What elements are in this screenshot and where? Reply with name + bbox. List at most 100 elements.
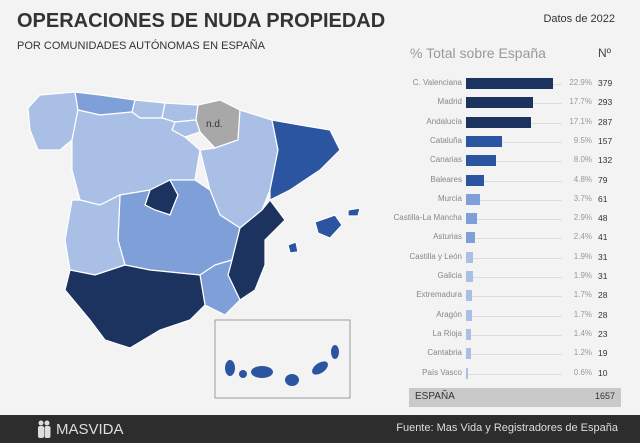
data-year: Datos de 2022	[543, 13, 615, 25]
leader-line	[466, 219, 562, 221]
total-row: ESPAÑA 1657	[409, 388, 621, 407]
bar-pct-label: 9.5%	[573, 135, 592, 145]
bar	[466, 251, 474, 263]
bar-row: Castilla-La Mancha 2.9% 48	[370, 211, 630, 227]
bar-row: La Rioja 1.4% 23	[370, 327, 630, 343]
bar-pct-label: 4.8%	[573, 174, 592, 184]
bar-count: 28	[598, 309, 608, 320]
page-title: OPERACIONES DE NUDA PROPIEDAD	[17, 10, 386, 32]
canarias-islands	[225, 345, 339, 386]
bar-pct-label: 0.6%	[573, 367, 592, 377]
region-baleares-menorca	[347, 207, 361, 217]
bar-row: Baleares 4.8% 79	[370, 173, 630, 189]
bar-label: Murcia	[437, 193, 462, 203]
leader-line	[466, 238, 562, 240]
bar-pct-label: 1.9%	[573, 271, 592, 280]
bar-row: Castilla y León 1.9% 31	[370, 250, 630, 266]
bar-count: 293	[598, 97, 613, 108]
leader-line	[466, 161, 562, 163]
bar-row: Andalucía 17.1% 287	[370, 115, 630, 131]
bar-row: Murcia 3.7% 61	[370, 192, 630, 208]
bar-label: Cantabria	[427, 348, 462, 358]
bar-row: Madrid 17.7% 293	[370, 95, 630, 111]
bar	[466, 367, 469, 379]
bar-row: Canarias 8.0% 132	[370, 153, 630, 169]
leader-line	[466, 334, 562, 336]
region-cataluna	[269, 119, 341, 201]
bar-label: Extremadura	[416, 290, 462, 300]
region-baleares-ibiza	[287, 241, 299, 254]
logo: MASVIDA	[56, 421, 124, 438]
bar-pct-label: 3.7%	[573, 193, 592, 203]
leader-line	[466, 296, 562, 298]
bar-pct-label: 2.9%	[573, 213, 592, 223]
logo-people-icon	[38, 420, 51, 438]
bar-pct-label: 1.4%	[573, 328, 592, 338]
bar-row: Aragón 1.7% 28	[370, 308, 630, 324]
bar-label: País Vasco	[422, 367, 462, 377]
nd-label: n.d.	[206, 119, 223, 130]
bar-pct-label: 1.7%	[573, 290, 592, 300]
bar-count: 379	[598, 78, 613, 88]
region-baleares-mallorca	[314, 214, 343, 239]
bar	[466, 97, 534, 109]
region-galicia	[27, 91, 79, 151]
bar-label: Castilla-La Mancha	[393, 213, 462, 223]
bar-pct-label: 1.7%	[573, 309, 592, 319]
bar-label: C. Valenciana	[412, 78, 462, 87]
bar-pct-label: 22.9%	[569, 78, 592, 87]
leader-line	[466, 180, 562, 182]
bar-count: 31	[598, 251, 608, 262]
bar-count: 31	[598, 271, 608, 281]
page-subtitle: POR COMUNIDADES AUTÓNOMAS EN ESPAÑA	[17, 40, 265, 52]
bar-label: Madrid	[437, 97, 462, 107]
bar	[466, 78, 554, 89]
leader-line	[466, 257, 562, 259]
bar-label: La Rioja	[432, 328, 462, 338]
bar-row: Cataluña 9.5% 157	[370, 134, 630, 150]
bar	[466, 155, 497, 167]
bar-row: C. Valenciana 22.9% 379	[370, 76, 630, 92]
bar-row: Galicia 1.9% 31	[370, 269, 630, 285]
count-header: Nº	[598, 46, 612, 60]
leader-line	[466, 277, 562, 278]
canarias-inset	[214, 319, 351, 399]
bar-count: 48	[598, 213, 608, 224]
bar-pct-label: 1.9%	[573, 251, 592, 261]
chart-title: % Total sobre España	[410, 45, 546, 61]
bar	[466, 328, 472, 340]
bar-count: 61	[598, 193, 608, 204]
bar-row: Cantabria 1.2% 19	[370, 346, 630, 362]
bar	[466, 290, 473, 302]
bar-row: Extremadura 1.7% 28	[370, 288, 630, 304]
bar-count: 79	[598, 174, 608, 185]
bar-row: País Vasco 0.6% 10	[370, 366, 630, 382]
bar-pct-label: 17.7%	[569, 97, 592, 107]
bar	[466, 309, 473, 321]
footer: MASVIDA Fuente: Mas Vida y Registradores…	[0, 415, 640, 443]
leader-line	[466, 141, 562, 143]
bar	[466, 116, 531, 128]
bar-label: Aragón	[436, 309, 462, 319]
bar-count: 28	[598, 290, 608, 301]
bar-pct-label: 17.1%	[569, 116, 592, 126]
region-extremadura	[64, 194, 126, 276]
bar-count: 287	[598, 116, 613, 127]
bar-label: Asturias	[433, 232, 462, 242]
bar-count: 41	[598, 232, 608, 243]
bar-pct-label: 1.2%	[573, 348, 592, 358]
bar-label: Andalucía	[426, 116, 462, 126]
leader-line	[466, 199, 562, 201]
bar	[466, 213, 478, 225]
leader-line	[466, 354, 562, 356]
bar-label: Baleares	[430, 174, 462, 184]
region-andalucia	[64, 264, 206, 349]
bar-label: Castilla y León	[409, 251, 462, 261]
bar	[466, 348, 471, 360]
bar	[466, 193, 481, 205]
bar-count: 157	[598, 135, 613, 146]
leader-line	[466, 373, 562, 375]
bar	[466, 174, 485, 186]
spain-map: n.d.	[27, 91, 361, 399]
bar-label: Cataluña	[429, 135, 462, 145]
